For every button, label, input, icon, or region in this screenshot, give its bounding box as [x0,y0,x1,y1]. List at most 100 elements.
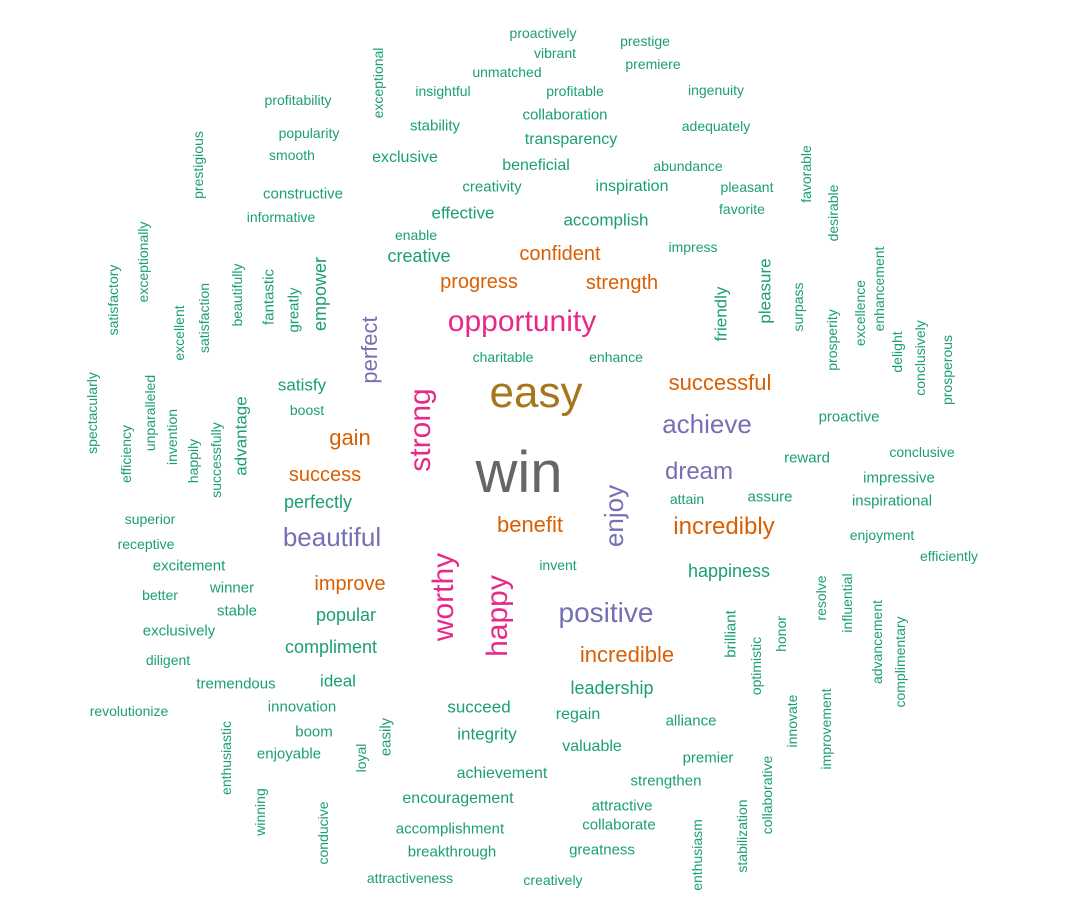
word-desirable: desirable [825,184,841,242]
word-enable: enable [394,227,438,243]
word-breakthrough: breakthrough [407,843,497,861]
word-delight: delight [889,331,905,373]
word-satisfactory: satisfactory [105,264,121,336]
word-satisfy: satisfy [277,375,327,395]
word-worthy: worthy [427,552,460,642]
word-effective: effective [431,203,495,223]
word-complimentary: complimentary [892,616,908,708]
word-advancement: advancement [869,599,885,685]
word-stability: stability [409,117,461,135]
word-creativity: creativity [462,178,522,196]
word-ingenuity: ingenuity [687,82,745,98]
word-advantage: advantage [231,396,251,476]
word-innovation: innovation [267,698,337,716]
word-efficiently: efficiently [919,548,979,564]
word-strong: strong [404,388,437,472]
word-attractiveness: attractiveness [366,870,454,886]
word-incredibly: incredibly [673,513,775,540]
word-excellence: excellence [852,279,868,347]
word-successful: successful [668,370,772,395]
word-vibrant: vibrant [533,45,577,61]
word-enjoy: enjoy [599,484,629,548]
word-enthusiastic: enthusiastic [218,721,234,795]
word-successfully: successfully [208,422,224,498]
word-perfect: perfect [357,316,382,384]
word-honor: honor [773,616,789,652]
word-gain: gain [329,425,371,450]
word-exclusively: exclusively [142,622,216,640]
word-satisfaction: satisfaction [196,282,212,354]
word-winner: winner [209,579,255,597]
word-popular: popular [315,605,377,625]
word-alliance: alliance [665,712,717,730]
word-profitability: profitability [264,92,332,108]
word-opportunity: opportunity [447,305,597,338]
word-beautiful: beautiful [282,522,382,552]
word-conclusive: conclusive [889,444,955,460]
word-encouragement: encouragement [402,790,514,807]
word-leadership: leadership [570,678,654,698]
word-superior: superior [124,511,176,527]
word-adequately: adequately [681,118,751,134]
word-informative: informative [246,209,316,225]
word-resolve: resolve [813,575,829,621]
word-loyal: loyal [353,743,369,773]
word-reward: reward [784,449,830,467]
word-proactive: proactive [818,408,880,426]
word-brilliant: brilliant [722,610,740,658]
word-boost: boost [289,402,325,418]
word-pleasant: pleasant [720,179,774,195]
word-excitement: excitement [152,557,226,575]
word-strength: strength [585,272,659,294]
word-constructive: constructive [262,185,344,203]
word-win: win [475,440,563,505]
word-stabilization: stabilization [734,799,750,873]
word-accomplish: accomplish [563,210,649,230]
word-popularity: popularity [278,125,340,141]
word-integrity: integrity [457,724,517,744]
word-profitable: profitable [546,83,604,99]
word-fantastic: fantastic [260,269,278,325]
word-collaboration: collaboration [522,106,608,124]
word-accomplishment: accomplishment [395,820,505,838]
word-enhance: enhance [589,349,643,365]
word-winning: winning [252,788,268,836]
word-surpass: surpass [790,282,806,332]
word-empower: empower [310,256,330,332]
word-friendly: friendly [711,286,731,342]
word-enthusiasm: enthusiasm [689,819,705,891]
word-achievement: achievement [456,765,548,782]
word-progress: progress [440,271,518,293]
word-creative: creative [387,246,451,266]
word-innovate: innovate [784,694,800,748]
word-abundance: abundance [653,158,723,174]
word-inspirational: inspirational [851,492,933,510]
word-charitable: charitable [472,349,534,365]
word-prestigious: prestigious [190,131,206,199]
word-greatness: greatness [569,841,635,859]
word-succeed: succeed [447,697,511,717]
word-positive: positive [558,597,654,628]
word-enjoyable: enjoyable [256,745,322,763]
word-ideal: ideal [320,671,356,691]
word-impressive: impressive [863,469,935,487]
word-confident: confident [519,243,601,265]
word-regain: regain [555,706,601,723]
word-happy: happy [481,575,514,657]
word-easily: easily [377,717,395,757]
word-perfectly: perfectly [283,492,353,512]
word-boom: boom [295,723,333,741]
word-achieve: achieve [662,409,752,439]
word-better: better [142,587,178,603]
word-revolutionize: revolutionize [89,703,169,719]
word-incredible: incredible [579,642,675,667]
word-exceptional: exceptional [370,47,386,119]
word-creatively: creatively [523,872,583,888]
word-easy: easy [489,368,583,417]
word-impress: impress [668,239,718,255]
word-exclusive: exclusive [372,149,438,166]
word-spectacularly: spectacularly [84,372,100,454]
word-conducive: conducive [315,801,331,865]
word-pleasure: pleasure [755,258,775,324]
